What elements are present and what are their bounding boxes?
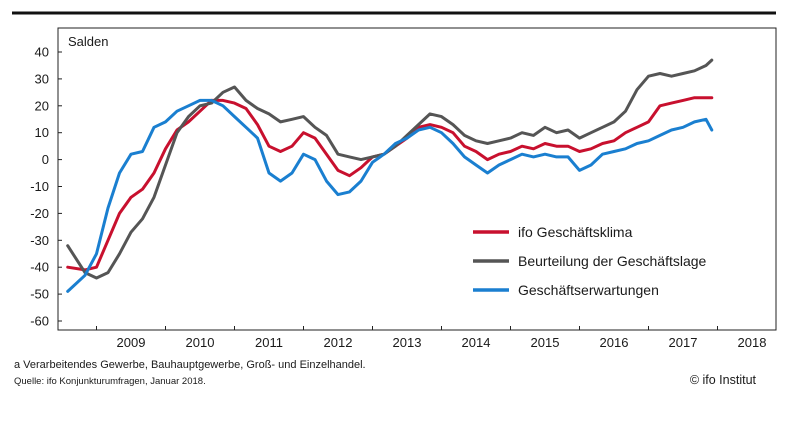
legend-label: ifo Geschäftsklima [518, 224, 633, 240]
y-axis: 40 30 20 10 0 -10 -20 -30 -40 -50 -60 [30, 45, 62, 329]
x-tick-label: 2012 [324, 335, 353, 350]
series-line-3 [66, 98, 714, 293]
x-tick-label: 2018 [738, 335, 767, 350]
y-axis-label: Salden [68, 34, 108, 49]
x-tick-label: 2015 [531, 335, 560, 350]
legend: ifo Geschäftsklima Beurteilung der Geschä… [473, 224, 707, 298]
legend-label: Beurteilung der Geschäftslage [518, 253, 707, 269]
x-tick-label: 2013 [393, 335, 422, 350]
y-tick-label: 0 [42, 152, 49, 167]
x-tick-label: 2014 [462, 335, 491, 350]
y-tick-label: -30 [30, 233, 49, 248]
y-tick-label: -20 [30, 206, 49, 221]
y-tick-label: -60 [30, 314, 49, 329]
source-note: Quelle: ifo Konjunkturumfragen, Januar 2… [14, 376, 206, 387]
y-tick-label: 40 [35, 45, 49, 60]
y-tick-label: -50 [30, 287, 49, 302]
y-tick-label: 20 [35, 98, 49, 113]
x-axis: 2009 2010 2011 2012 2013 2014 2015 2016 2017 2018 [96, 326, 767, 350]
credit: © ifo Institut [689, 373, 756, 387]
x-tick-label: 2011 [255, 335, 283, 350]
series-lines [66, 58, 714, 293]
y-tick-label: -40 [30, 260, 49, 275]
legend-label: Geschäftserwartungen [518, 282, 659, 298]
y-tick-label: -10 [30, 179, 49, 194]
y-tick-label: 30 [35, 71, 49, 86]
series-line-2 [66, 58, 714, 280]
x-tick-label: 2016 [600, 335, 629, 350]
y-tick-label: 10 [35, 125, 49, 140]
x-tick-label: 2010 [186, 335, 215, 350]
plot-frame [57, 27, 777, 331]
x-tick-label: 2009 [117, 335, 146, 350]
footnote: a Verarbeitendes Gewerbe, Bauhauptgewerb… [14, 359, 366, 371]
x-tick-label: 2017 [669, 335, 698, 350]
